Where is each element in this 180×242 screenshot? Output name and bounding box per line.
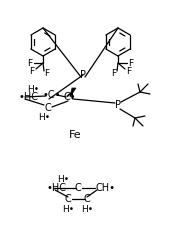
Text: •C•: •C• xyxy=(43,90,61,100)
Text: H•: H• xyxy=(62,204,74,213)
Text: F: F xyxy=(129,59,134,68)
Text: F: F xyxy=(30,67,35,76)
Text: C: C xyxy=(84,194,90,204)
Text: F: F xyxy=(111,68,117,77)
Text: P: P xyxy=(115,100,121,110)
Text: C: C xyxy=(65,194,71,204)
Text: •HC: •HC xyxy=(18,92,38,102)
Polygon shape xyxy=(70,88,76,97)
Text: •HC: •HC xyxy=(46,183,66,193)
Text: F: F xyxy=(44,68,50,77)
Text: C: C xyxy=(45,103,51,113)
Text: F: F xyxy=(126,67,132,76)
Text: C•: C• xyxy=(64,92,76,102)
Text: CH•: CH• xyxy=(95,183,115,193)
Text: P: P xyxy=(80,70,86,80)
Text: H•: H• xyxy=(27,85,39,94)
Text: H•: H• xyxy=(57,174,69,183)
Text: Fe: Fe xyxy=(69,130,81,140)
Text: H•: H• xyxy=(38,113,50,121)
Text: C: C xyxy=(75,183,81,193)
Text: H•: H• xyxy=(81,204,93,213)
Text: F: F xyxy=(27,59,33,68)
